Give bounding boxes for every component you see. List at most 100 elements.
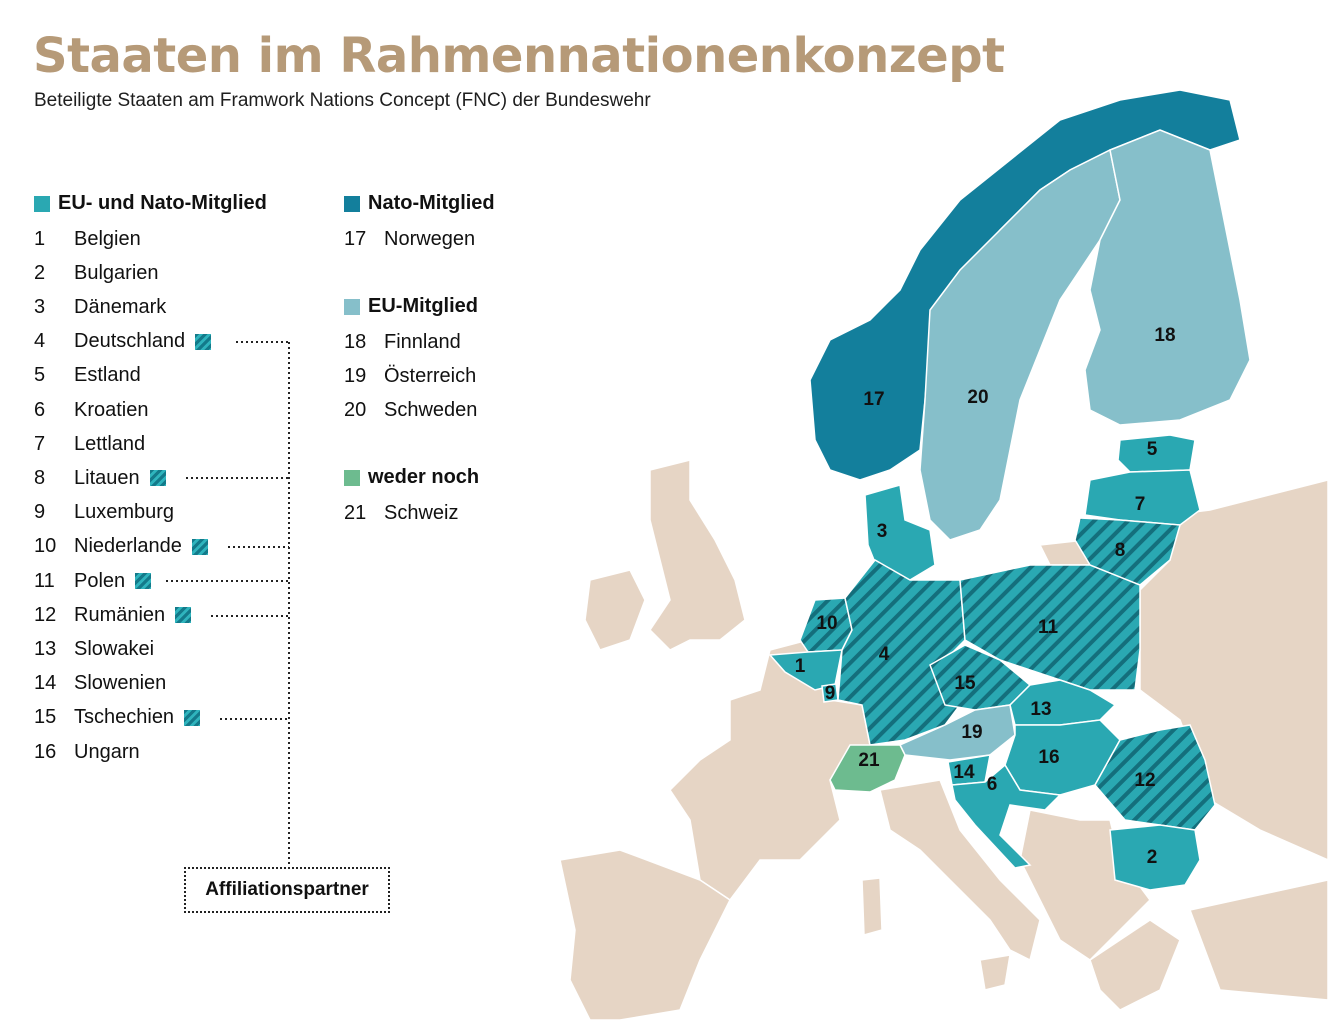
map-label-7: 7 [1135, 494, 1146, 515]
legend-number: 15 [34, 706, 57, 729]
page-subtitle: Beteiligte Staaten am Framwork Nations C… [34, 90, 651, 111]
region-iberia [559, 849, 731, 1021]
region-britain [649, 459, 746, 651]
map-label-17: 17 [863, 389, 884, 410]
legend-country: Estland [74, 364, 141, 387]
region-greece [1089, 919, 1181, 1011]
map-label-15: 15 [954, 673, 976, 694]
map-label-18: 18 [1154, 325, 1175, 346]
map-label-21: 21 [858, 750, 880, 771]
region-sardinia [861, 877, 883, 936]
legend-number: 8 [34, 466, 46, 489]
legend-row-14: 14 Slowenien [34, 671, 166, 697]
map-label-11: 11 [1038, 617, 1059, 638]
map-label-16: 16 [1038, 747, 1059, 768]
legend-number: 18 [344, 330, 367, 353]
legend-heading-text: EU-Mitglied [368, 295, 478, 317]
legend-row-18: 18 Finnland [344, 329, 461, 355]
legend-heading-neither: weder noch [344, 466, 479, 489]
legend-row-10: 10 Niederlande [34, 534, 208, 560]
legend-row-4: 4 Deutschland [34, 329, 212, 355]
legend-number: 7 [34, 432, 46, 455]
swatch-nato [344, 195, 360, 212]
legend-country: Litauen [74, 466, 140, 489]
legend-country: Polen [74, 569, 126, 592]
legend-number: 17 [344, 227, 367, 250]
region-italy [879, 779, 1041, 962]
affiliation-connectors [166, 341, 290, 866]
legend-heading-eu-nato: EU- und Nato-Mitglied [34, 192, 267, 215]
country-poland [959, 564, 1141, 691]
legend-number: 12 [34, 603, 57, 626]
legend-row-1: 1 Belgien [34, 226, 141, 252]
region-ireland [584, 569, 646, 651]
legend-row-5: 5 Estland [34, 363, 141, 389]
legend-row-8: 8 Litauen [34, 465, 166, 491]
region-turkey [1188, 879, 1328, 1001]
legend-country: Deutschland [74, 330, 186, 353]
legend-row-11: 11 Polen [34, 568, 152, 594]
legend-row-21: 21 Schweiz [344, 500, 458, 526]
affiliation-hatch-icon [184, 709, 201, 726]
affiliation-partner-box: Affiliationspartner [184, 867, 390, 913]
map-label-5: 5 [1147, 439, 1158, 460]
legend-country: Slowakei [74, 637, 155, 660]
legend-row-19: 19 Österreich [344, 363, 476, 389]
legend-country: Luxemburg [74, 501, 175, 524]
map-label-20: 20 [967, 387, 988, 408]
legend-heading-text: Nato-Mitglied [368, 192, 495, 214]
legend-heading-text: EU- und Nato-Mitglied [58, 192, 267, 214]
map-label-14: 14 [953, 762, 975, 783]
legend-country: Österreich [384, 364, 477, 387]
legend-row-12: 12 Rumänien [34, 602, 192, 628]
legend-country: Belgien [74, 227, 141, 250]
legend-country: Lettland [74, 432, 146, 455]
legend-country: Dänemark [74, 295, 167, 318]
legend-heading-text: weder noch [368, 466, 480, 488]
legend-number: 21 [344, 501, 367, 524]
map-label-1: 1 [795, 656, 806, 677]
legend-number: 16 [34, 740, 57, 763]
legend-row-6: 6 Kroatien [34, 397, 149, 423]
swatch-eu-nato [34, 195, 50, 212]
affiliation-hatch-icon [191, 538, 208, 555]
legend-number: 14 [34, 672, 57, 695]
country-switzerland [829, 744, 906, 793]
legend-number: 13 [34, 637, 57, 660]
legend-row-7: 7 Lettland [34, 431, 145, 457]
affiliation-hatch-icon [135, 573, 152, 589]
swatch-eu [344, 298, 360, 315]
legend-country: Slowenien [74, 672, 167, 695]
country-denmark [864, 484, 936, 581]
region-balkans [1019, 809, 1151, 961]
legend-number: 11 [34, 569, 55, 592]
map-label-10: 10 [816, 613, 837, 634]
legend-number: 1 [34, 227, 46, 250]
country-latvia [1084, 469, 1201, 526]
page-title: Staaten im Rahmennationenkonzept [33, 28, 1005, 84]
region-sicily [979, 954, 1011, 991]
legend-row-9: 9 Luxemburg [34, 500, 174, 526]
legend-number: 3 [34, 295, 46, 318]
affiliation-hatch-icon [195, 333, 212, 350]
legend-number: 4 [34, 330, 46, 353]
legend-number: 10 [34, 535, 57, 558]
legend-country: Ungarn [74, 740, 140, 763]
legend-country: Schweiz [384, 501, 459, 524]
map-label-13: 13 [1030, 699, 1051, 720]
country-sweden [919, 148, 1121, 541]
country-finland [1084, 129, 1251, 426]
legend-country: Rumänien [74, 603, 166, 626]
swatch-neither [344, 469, 360, 486]
legend-heading-eu: EU-Mitglied [344, 295, 478, 318]
legend-number: 20 [344, 398, 367, 421]
legend-country: Bulgarien [74, 261, 159, 284]
country-bulgaria [1109, 824, 1201, 891]
map-label-4: 4 [879, 644, 890, 665]
legend-row-13: 13 Slowakei [34, 636, 154, 662]
legend-number: 9 [34, 501, 46, 524]
legend-country: Niederlande [74, 535, 182, 558]
map-label-3: 3 [877, 521, 888, 542]
legend-country: Kroatien [74, 398, 149, 421]
